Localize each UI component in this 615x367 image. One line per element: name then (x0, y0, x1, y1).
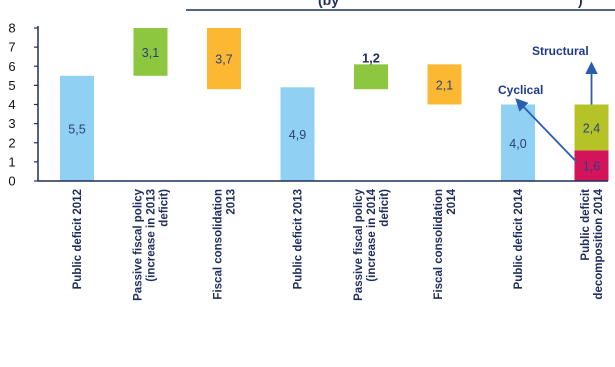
y-tick-label: 2 (8, 135, 15, 150)
x-category-label-line: deficit) (159, 189, 171, 227)
x-category-label: Public deficit 2013 (293, 189, 305, 289)
x-category-label-line: deficit) (379, 189, 391, 227)
annotation-structural: Structural (532, 44, 589, 58)
x-category-label: Public deficit 2012 (72, 189, 84, 289)
x-category-label: Passive fiscal policy (increase in 2014 de… (353, 188, 391, 300)
x-category-label-line: Public deficit 2012 (72, 189, 84, 289)
bar-value-label: 2,4 (583, 121, 600, 135)
x-category-label: Passive fiscal policy (increase in 2013 de… (133, 188, 171, 300)
x-category-label-line: Public deficit 2014 (513, 188, 525, 289)
x-category-label-line: Fiscal consolidation (433, 189, 445, 300)
title-fragment-end: ) (578, 0, 583, 8)
bar-value-label: 5,5 (68, 122, 85, 136)
bar (280, 87, 315, 181)
x-category-label-line: (increase in 2013 (146, 189, 158, 282)
x-category-label-line: decomposition 2014 (593, 188, 605, 299)
y-axis: 0 1 2 3 4 5 6 7 8 (8, 21, 39, 189)
x-category-label-line: (increase in 2014 (366, 188, 378, 281)
x-category-label: Fiscal consolidation 2013 (213, 189, 238, 300)
x-axis: Public deficit 2012 Passive fiscal policy… (38, 180, 608, 301)
bar-value-label: 4,0 (509, 137, 526, 151)
y-tick-label: 1 (8, 154, 15, 169)
x-category-label-line: Public deficit 2013 (293, 189, 305, 289)
x-category-label-line: 2014 (446, 188, 458, 214)
y-tick-label: 7 (8, 40, 15, 55)
x-category-label-line: Passive fiscal policy (133, 188, 145, 300)
bar-value-label: 3,1 (142, 46, 159, 60)
x-category-label: Public deficit decomposition 2014 (580, 188, 605, 299)
bar-value-label: 1,2 (362, 50, 380, 65)
y-tick-label: 6 (8, 59, 15, 74)
y-tick-label: 4 (8, 97, 15, 112)
bar (501, 104, 535, 181)
bar (427, 64, 462, 105)
bar-value-label: 1,6 (583, 160, 600, 174)
x-category-label-line: Passive fiscal policy (353, 188, 365, 300)
y-tick-label: 8 (8, 21, 15, 36)
title-fragment-start: (by (318, 0, 339, 8)
x-category-label: Public deficit 2014 (513, 188, 525, 289)
bar (354, 64, 388, 90)
bar (60, 75, 94, 181)
chart-title-fragment: (by) (318, 0, 583, 8)
bar-value-label: 3,7 (215, 53, 232, 67)
x-category-label-line: 2013 (226, 189, 238, 215)
bars-group: 5,5 3,1 3,7 4,9 1,2 2,1 4,0 1,6 2,4 (60, 28, 609, 181)
bar (574, 150, 609, 181)
annotations-group: Structural Cyclical (498, 44, 598, 163)
bar (574, 104, 609, 151)
x-category-label-line: Public deficit (580, 189, 592, 261)
y-tick-label: 3 (8, 116, 15, 131)
x-category-label: Fiscal consolidation 2014 (433, 188, 458, 299)
bar (133, 28, 168, 76)
bar (207, 28, 241, 90)
bar-value-label: 2,1 (436, 78, 453, 92)
bar-value-label: 4,9 (289, 128, 306, 142)
y-tick-label: 0 (8, 174, 15, 189)
annotation-cyclical: Cyclical (498, 83, 543, 97)
x-category-label-line: Fiscal consolidation (213, 189, 225, 300)
y-tick-label: 5 (8, 78, 15, 93)
cyclical-arrow (515, 98, 578, 163)
